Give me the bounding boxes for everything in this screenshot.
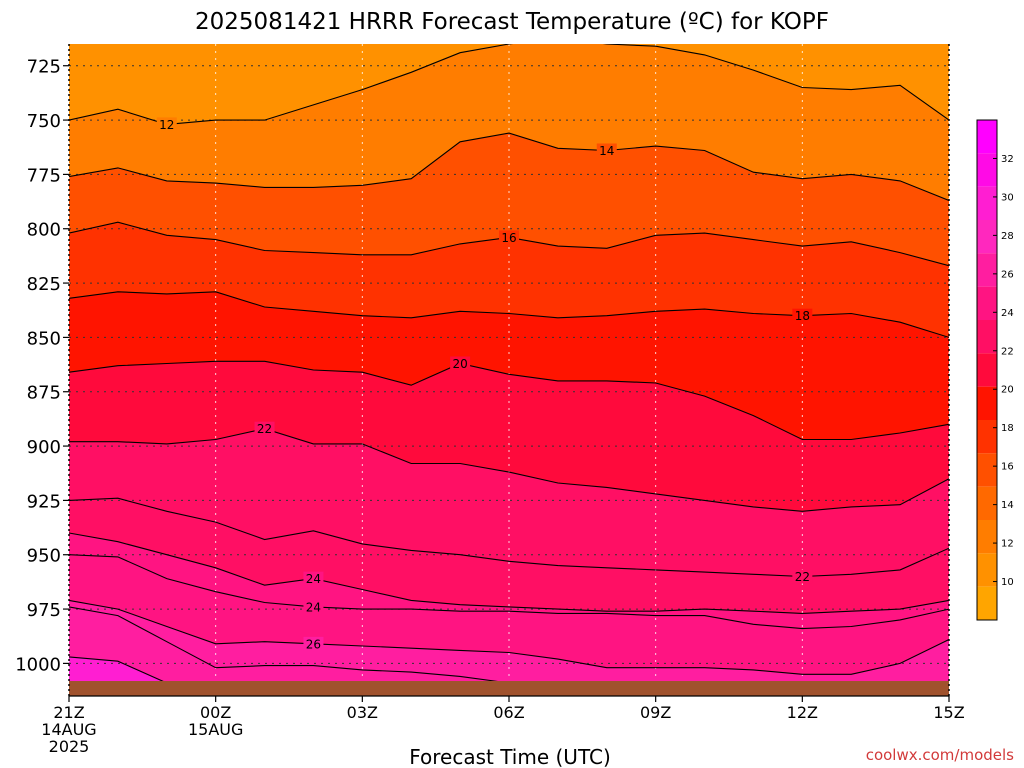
temperature-bands [69, 44, 949, 696]
x-tick-label: 12Z [787, 703, 818, 722]
contour-label-bg [596, 143, 617, 158]
colorbar-swatch [977, 486, 997, 520]
colorbar: 10 12 14 16 18 20 22 24 26 28 30 32 [976, 119, 1014, 621]
y-tick-label: 850 [27, 328, 61, 349]
x-tick-label: 15AUG [188, 720, 243, 739]
contour-label: 22 [257, 422, 272, 436]
contour-label-bg [303, 599, 324, 614]
ground-strip [69, 681, 949, 696]
colorbar-swatch [977, 120, 997, 154]
colorbar-label: 28 [1001, 231, 1014, 242]
colorbar-label: 30 [1001, 192, 1014, 203]
contour-line [69, 532, 949, 614]
band-fill [69, 606, 901, 696]
colorbar-frame [976, 119, 998, 621]
colorbar-label: 18 [1001, 423, 1014, 434]
y-tick-label: 725 [27, 57, 61, 78]
x-tick-label: 15Z [933, 703, 964, 722]
y-tick-label: 800 [27, 220, 61, 241]
colorbar-label: 22 [1001, 346, 1014, 357]
x-tick-label: 06Z [493, 703, 524, 722]
y-tick-label: 825 [27, 274, 61, 295]
x-tick-label: 09Z [640, 703, 671, 722]
colorbar-label: 26 [1001, 269, 1014, 280]
axes: 725 750 775 800 825 850 875 900 925 950 975 1000 21Z… [15, 44, 965, 756]
contour-label-bg [450, 356, 471, 371]
contour-label-bg [792, 308, 813, 323]
contour-line [69, 132, 949, 202]
contour-line [69, 554, 949, 630]
contour-label: 14 [599, 144, 614, 158]
chart-title: 2025081421 HRRR Forecast Temperature (ºC… [195, 9, 829, 35]
x-tick-label: 2025 [49, 737, 90, 756]
y-tick-label: 750 [27, 111, 61, 132]
contour-label-bg [792, 569, 813, 584]
contour-label: 26 [306, 637, 321, 651]
contour-lines: 121416182022222426242628 [69, 44, 949, 696]
contour-label: 22 [795, 570, 810, 584]
colorbar-swatch [977, 320, 997, 354]
colorbar-swatch [977, 453, 997, 487]
colorbar-swatch [977, 220, 997, 254]
colorbar-label: 12 [1001, 539, 1014, 550]
y-tick-label: 1000 [15, 654, 61, 675]
contour-label-bg [303, 636, 324, 651]
x-axis-label: Forecast Time (UTC) [409, 745, 611, 768]
colorbar-label: 20 [1001, 385, 1014, 396]
y-tick-label: 950 [27, 546, 61, 567]
colorbar-swatch [977, 420, 997, 454]
contour-label: 16 [501, 231, 516, 245]
colorbar-label: 10 [1001, 577, 1014, 588]
y-tick-label: 875 [27, 383, 61, 404]
contour-label-bg [499, 230, 519, 245]
colorbar-label: 16 [1001, 462, 1014, 473]
colorbar-swatch [977, 586, 997, 620]
colorbar-swatch [977, 286, 997, 320]
colorbar-swatch [977, 520, 997, 554]
y-tick-label: 975 [27, 600, 61, 621]
contour-label-bg [156, 117, 177, 132]
x-tick-label: 00Z [200, 703, 231, 722]
colorbar-label: 24 [1001, 308, 1014, 319]
y-tick-label: 775 [27, 165, 61, 186]
colorbar-swatch [977, 386, 997, 420]
colorbar-swatch [977, 553, 997, 587]
colorbar-label: 14 [1001, 500, 1014, 511]
colorbar-swatch [977, 153, 997, 187]
contour-label: 12 [159, 118, 174, 132]
y-tick-label: 925 [27, 491, 61, 512]
colorbar-swatch [977, 186, 997, 220]
contour-line [69, 428, 949, 512]
contour-line [69, 599, 949, 675]
credit-text: coolwx.com/models [866, 746, 1014, 764]
x-tick-label: 14AUG [41, 720, 96, 739]
colorbar-swatch [977, 353, 997, 387]
colorbar-swatch [977, 253, 997, 287]
contour-label: 24 [306, 572, 321, 586]
contour-line [69, 44, 949, 125]
contour-label: 20 [452, 357, 467, 371]
x-tick-label: 03Z [347, 703, 378, 722]
contour-line [69, 360, 949, 441]
colorbar-label: 32 [1001, 154, 1014, 165]
x-tick-label: 21Z [53, 703, 84, 722]
contour-label: 24 [306, 600, 321, 614]
contour-label-bg [254, 421, 275, 436]
contour-label-bg [303, 571, 324, 586]
contour-label: 18 [795, 309, 810, 323]
y-tick-label: 900 [27, 437, 61, 458]
